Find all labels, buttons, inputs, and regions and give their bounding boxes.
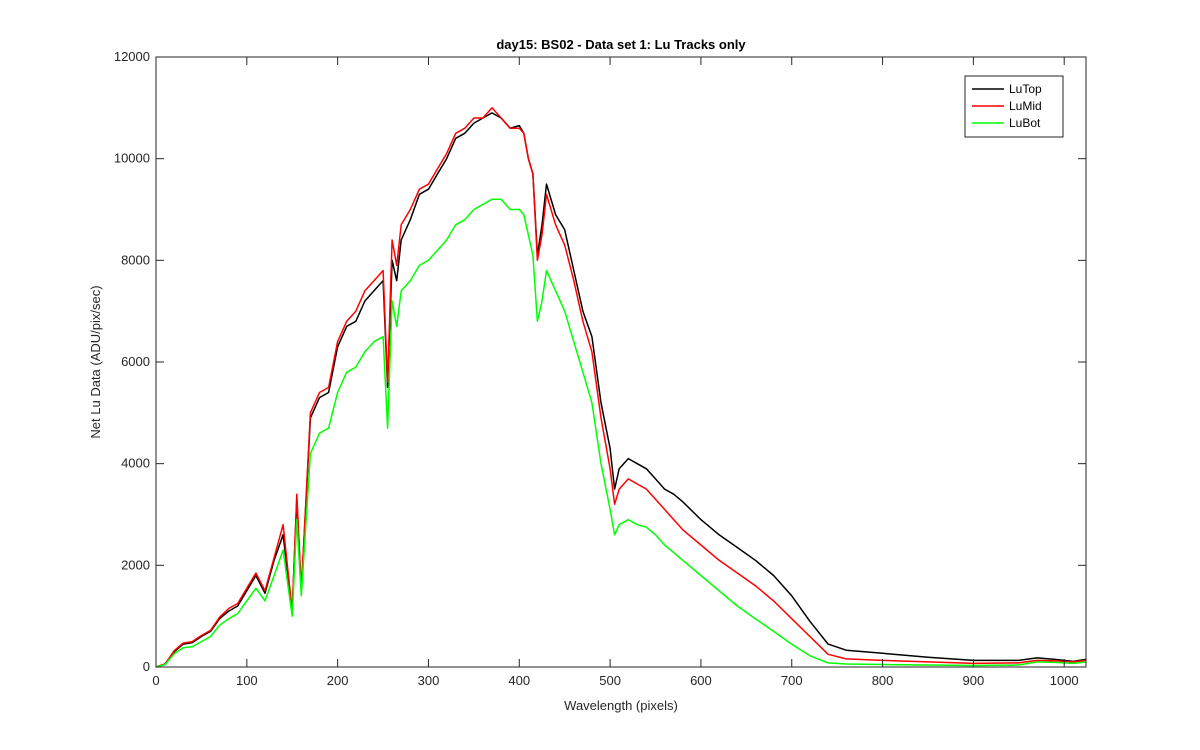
y-tick-label: 6000 xyxy=(121,354,150,369)
x-tick-label: 400 xyxy=(508,673,530,688)
x-tick-label: 900 xyxy=(963,673,985,688)
series-layer xyxy=(155,107,1087,668)
x-tick-label: 200 xyxy=(327,673,349,688)
y-tick-label: 4000 xyxy=(121,456,150,471)
x-tick-label: 300 xyxy=(418,673,440,688)
x-tick-label: 500 xyxy=(599,673,621,688)
y-tick-label: 8000 xyxy=(121,252,150,267)
x-tick-label: 800 xyxy=(872,673,894,688)
y-axis-label: Net Lu Data (ADU/pix/sec) xyxy=(88,285,103,438)
y-tick-label: 0 xyxy=(143,659,150,674)
x-tick-label: 700 xyxy=(781,673,803,688)
plot-area xyxy=(156,57,1086,667)
x-axis-label: Wavelength (pixels) xyxy=(564,698,678,713)
legend-label-lutop: LuTop xyxy=(1009,82,1042,96)
legend-label-lumid: LuMid xyxy=(1009,99,1042,113)
y-tick-label: 2000 xyxy=(121,557,150,572)
legend-label-lubot: LuBot xyxy=(1009,116,1041,130)
x-tick-label: 100 xyxy=(236,673,258,688)
y-tick-label: 12000 xyxy=(114,49,150,64)
y-tick-label: 10000 xyxy=(114,151,150,166)
series-line-lubot xyxy=(155,198,1087,668)
x-tick-label: 1000 xyxy=(1050,673,1079,688)
series-line-lumid xyxy=(155,107,1087,668)
legend: LuTop LuMid LuBot xyxy=(964,75,1064,138)
chart-title: day15: BS02 - Data set 1: Lu Tracks only xyxy=(496,37,746,52)
ticks-layer: 0 100 200 300 400 500 600 700 800 900 100002000400… xyxy=(114,49,1086,688)
x-tick-label: 0 xyxy=(152,673,159,688)
x-tick-label: 600 xyxy=(690,673,712,688)
